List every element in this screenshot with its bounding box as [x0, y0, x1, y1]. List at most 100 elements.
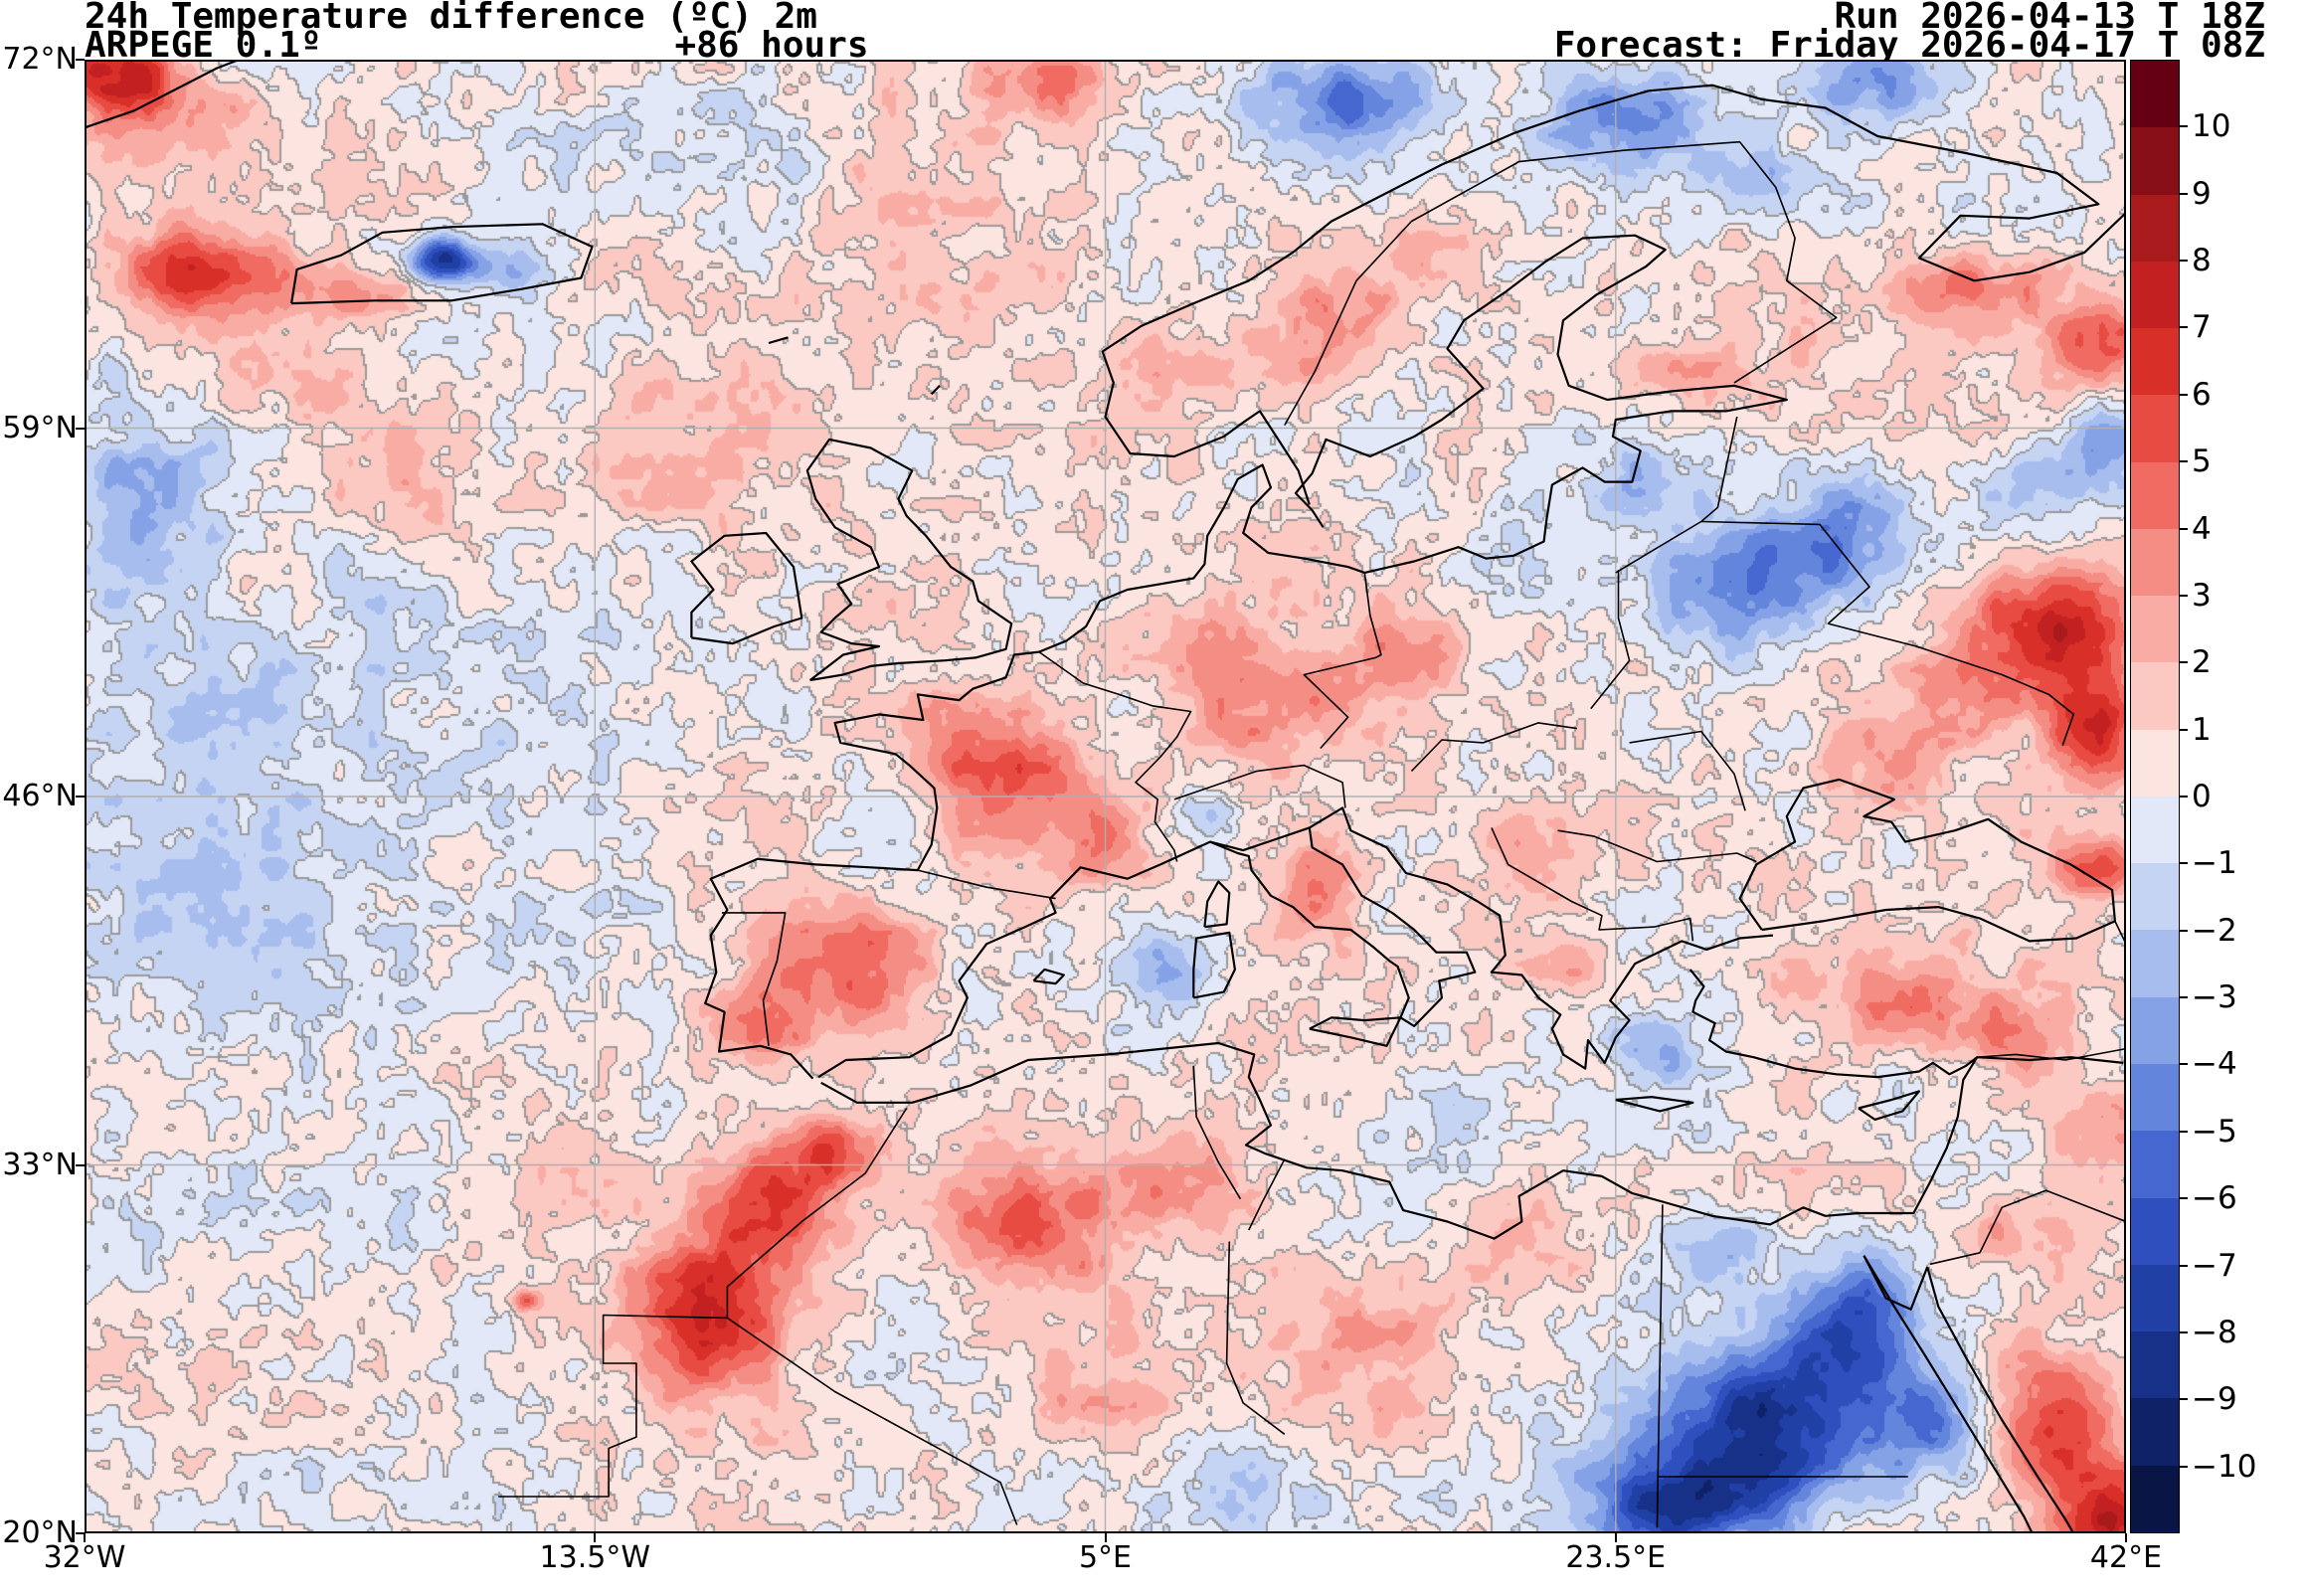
y-axis-tick: [76, 796, 85, 798]
plot-frame: [85, 60, 2126, 1533]
colorbar: [2130, 60, 2180, 1533]
country-border: [1192, 1065, 1242, 1200]
country-border: [1557, 829, 1757, 863]
colorbar-segment: [2131, 61, 2179, 128]
coastline: [290, 223, 594, 305]
colorbar-tick-label: −4: [2192, 1046, 2237, 1083]
colorbar-segment: [2131, 1131, 2179, 1198]
colorbar-segment: [2131, 528, 2179, 597]
lat-tick-label: 20°N: [2, 1515, 78, 1550]
coastline: [1032, 968, 1065, 985]
lat-tick-label: 33°N: [2, 1147, 78, 1182]
chart-title: 24h Temperature difference (ºC) 2m: [85, 0, 817, 37]
colorbar-tick: [2180, 862, 2188, 865]
colorbar-tick: [2180, 326, 2188, 329]
country-border: [1656, 1204, 1664, 1528]
colorbar-tick-label: 4: [2192, 510, 2212, 547]
y-axis-tick: [76, 1163, 85, 1166]
coastline: [1203, 880, 1231, 929]
country-border: [1173, 764, 1346, 808]
lead-time-label: +86 hours: [674, 25, 869, 66]
country-border: [726, 1317, 1018, 1525]
lat-tick-label: 46°N: [2, 779, 78, 813]
coastline: [1863, 1255, 1929, 1311]
colorbar-tick-label: 8: [2192, 243, 2212, 279]
colorbar-tick: [2180, 728, 2188, 731]
colorbar-segment: [2131, 1398, 2179, 1466]
colorbar-segment: [2131, 863, 2179, 931]
colorbar-segment: [2131, 1063, 2179, 1132]
coastline: [1101, 84, 2126, 505]
colorbar-segment: [2131, 461, 2179, 529]
country-border: [1977, 1047, 2126, 1061]
colorbar-tick-label: 7: [2192, 309, 2212, 346]
lon-tick-label: 42°E: [2089, 1540, 2163, 1575]
country-border: [1284, 140, 1838, 426]
coastline: [817, 806, 1773, 1079]
coastline: [930, 385, 941, 396]
lon-tick-label: 23.5°E: [1565, 1540, 1667, 1575]
colorbar-tick: [2180, 661, 2188, 664]
coastline: [85, 60, 240, 129]
country-border: [917, 869, 1056, 900]
colorbar-tick: [2180, 1130, 2188, 1133]
coastline: [768, 336, 789, 345]
colorbar-segment: [2131, 1264, 2179, 1332]
country-border: [1590, 570, 1631, 710]
country-border: [1700, 520, 2075, 746]
coastline: [1192, 931, 1236, 999]
colorbar-tick-label: 1: [2192, 711, 2212, 748]
lat-tick-label: 72°N: [2, 42, 78, 77]
colorbar-tick: [2180, 1197, 2188, 1200]
colorbar-tick-label: −2: [2192, 912, 2237, 949]
colorbar-tick: [2180, 1465, 2188, 1468]
colorbar-tick: [2180, 192, 2188, 195]
colorbar-tick-label: −6: [2192, 1180, 2237, 1217]
colorbar-tick-label: 6: [2192, 376, 2212, 413]
colorbar-segment: [2131, 1197, 2179, 1265]
colorbar-tick: [2180, 594, 2188, 597]
colorbar-segment: [2131, 930, 2179, 997]
country-border: [1629, 730, 1746, 811]
country-border: [498, 1314, 728, 1498]
lat-tick-label: 59°N: [2, 410, 78, 445]
lon-tick-label: 32°W: [43, 1540, 126, 1575]
x-axis-tick: [1104, 1533, 1107, 1542]
colorbar-tick-label: 3: [2192, 577, 2212, 614]
colorbar-tick: [2180, 1063, 2188, 1066]
colorbar-tick-label: −10: [2192, 1448, 2257, 1485]
colorbar-segment: [2131, 1331, 2179, 1399]
x-axis-tick: [594, 1533, 597, 1542]
lon-tick-label: 13.5°W: [539, 1540, 650, 1575]
colorbar-segment: [2131, 796, 2179, 864]
colorbar-tick-label: −8: [2192, 1314, 2237, 1350]
colorbar-segment: [2131, 596, 2179, 663]
country-border: [1303, 572, 1382, 750]
coastline: [820, 1041, 2124, 1240]
country-border: [1038, 650, 1192, 862]
country-border: [1929, 1189, 2126, 1266]
coastline: [805, 438, 1013, 682]
colorbar-tick-label: −9: [2192, 1381, 2237, 1418]
colorbar-tick: [2180, 796, 2188, 798]
colorbar-tick: [2180, 260, 2188, 263]
coastlines-borders-overlay: [85, 60, 2126, 1533]
country-border: [726, 1108, 908, 1319]
x-axis-tick: [2125, 1533, 2127, 1542]
colorbar-segment: [2131, 662, 2179, 730]
colorbar-tick-label: −3: [2192, 979, 2237, 1016]
coastline: [1309, 1016, 1402, 1047]
colorbar-tick-label: −1: [2192, 845, 2237, 882]
coastline: [1688, 969, 1978, 1079]
colorbar-segment: [2131, 194, 2179, 262]
country-border: [1410, 722, 1578, 772]
country-border: [1248, 1158, 1286, 1231]
colorbar-tick: [2180, 125, 2188, 128]
colorbar-tick: [2180, 393, 2188, 396]
forecast-time-label: Forecast: Friday 2026-04-17 T 08Z: [1553, 25, 2265, 66]
y-axis-tick: [76, 59, 85, 61]
colorbar-segment: [2131, 261, 2179, 329]
colorbar-tick-label: 10: [2192, 108, 2231, 145]
country-border: [1225, 1241, 1286, 1435]
colorbar-tick-label: −7: [2192, 1247, 2237, 1284]
